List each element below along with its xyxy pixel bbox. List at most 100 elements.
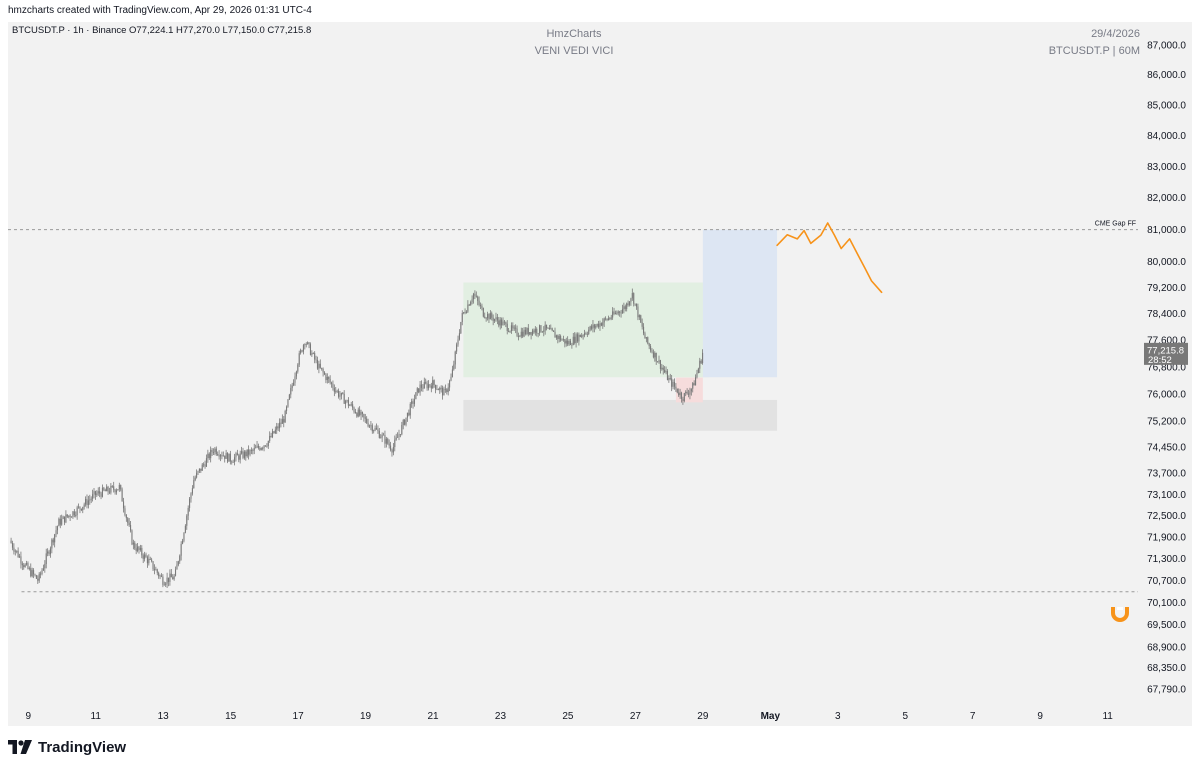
- candle: [295, 371, 297, 377]
- candle: [481, 305, 483, 309]
- candle: [550, 328, 552, 330]
- candle: [266, 445, 268, 447]
- candle: [501, 319, 503, 326]
- price-axis-label: 67,790.0: [1147, 684, 1186, 695]
- time-axis-label: 7: [970, 711, 976, 722]
- candle: [596, 323, 598, 326]
- magnet-icon[interactable]: [1111, 607, 1129, 622]
- candle: [519, 336, 521, 338]
- candle: [644, 333, 646, 339]
- candle: [191, 488, 193, 494]
- candle: [534, 328, 536, 333]
- candle: [364, 417, 366, 419]
- candle: [411, 401, 413, 404]
- chart-area[interactable]: CME Gap FF 87,000.0 86,000.0 85,000.0 84,00…: [8, 22, 1192, 726]
- candle: [582, 335, 584, 337]
- candle: [92, 494, 94, 499]
- candle: [130, 525, 132, 531]
- candle: [508, 330, 510, 332]
- candle: [166, 577, 168, 584]
- price-axis-label: 68,350.0: [1147, 663, 1186, 674]
- tradingview-logo-icon[interactable]: [8, 740, 32, 754]
- candle: [79, 506, 81, 509]
- candle: [638, 315, 640, 318]
- price-axis-label: 70,700.0: [1147, 576, 1186, 587]
- candle: [250, 450, 252, 451]
- candle: [55, 530, 57, 535]
- projection-path[interactable]: [776, 222, 883, 294]
- candle: [69, 515, 71, 518]
- candle: [333, 388, 335, 392]
- price-axis-label: 74,450.0: [1147, 443, 1186, 454]
- candle: [160, 575, 163, 577]
- candle: [482, 308, 484, 317]
- candle: [315, 359, 317, 361]
- candle: [626, 303, 628, 309]
- candle: [110, 485, 112, 493]
- candle: [224, 455, 226, 459]
- price-axis-label: 76,800.0: [1147, 362, 1186, 373]
- price-chart[interactable]: CME Gap FF 87,000.0 86,000.0 85,000.0 84,00…: [8, 22, 1192, 726]
- candle: [592, 324, 594, 329]
- candle: [442, 387, 444, 396]
- candle: [672, 381, 674, 387]
- candle: [323, 372, 326, 375]
- candle: [30, 568, 32, 577]
- candle: [305, 344, 307, 345]
- candle: [197, 471, 199, 473]
- candle: [156, 569, 158, 573]
- candle: [588, 329, 590, 334]
- price-axis-label: 71,300.0: [1147, 554, 1186, 565]
- candle: [609, 318, 611, 320]
- candle: [283, 419, 285, 423]
- candle: [404, 420, 406, 425]
- candle: [231, 461, 233, 463]
- grey-zone-box[interactable]: [463, 399, 778, 431]
- blue-zone-box[interactable]: [702, 229, 778, 378]
- current-price-badge[interactable]: [1144, 342, 1188, 365]
- candle: [696, 372, 698, 378]
- candle: [236, 453, 238, 456]
- candle: [73, 511, 75, 516]
- candle: [173, 575, 175, 580]
- candle: [180, 543, 182, 556]
- tradingview-wordmark[interactable]: TradingView: [38, 738, 127, 756]
- candle: [450, 376, 452, 381]
- candle: [113, 486, 115, 490]
- candle: [28, 568, 30, 569]
- candle: [148, 558, 150, 564]
- candle: [235, 453, 237, 458]
- candle: [42, 568, 44, 571]
- candle: [606, 318, 608, 321]
- candle: [547, 328, 549, 329]
- candle: [16, 550, 18, 552]
- candle: [671, 378, 673, 387]
- candle: [641, 322, 643, 327]
- candle: [689, 391, 691, 395]
- candle: [599, 323, 601, 328]
- candle: [378, 430, 380, 438]
- candle: [367, 422, 369, 427]
- candle: [89, 499, 91, 501]
- candle: [245, 451, 247, 457]
- candle: [198, 468, 200, 472]
- candle: [658, 360, 660, 363]
- candle: [293, 382, 295, 386]
- candle: [201, 464, 203, 471]
- symbol-legend[interactable]: BTCUSDT.P · 1h · Binance O77,224.1 H77,2…: [12, 25, 311, 36]
- candle: [454, 351, 456, 365]
- candle: [203, 464, 205, 466]
- price-axis-label: 79,200.0: [1147, 283, 1186, 294]
- candle: [666, 371, 668, 381]
- candle: [359, 409, 361, 416]
- green-zone-box[interactable]: [463, 282, 710, 378]
- candle: [463, 312, 465, 314]
- candle: [610, 317, 612, 319]
- candle: [215, 448, 217, 455]
- candle: [502, 321, 504, 326]
- candle: [586, 333, 588, 335]
- candle: [633, 293, 635, 304]
- candle: [492, 317, 494, 321]
- candle: [228, 453, 230, 462]
- candle: [557, 335, 559, 339]
